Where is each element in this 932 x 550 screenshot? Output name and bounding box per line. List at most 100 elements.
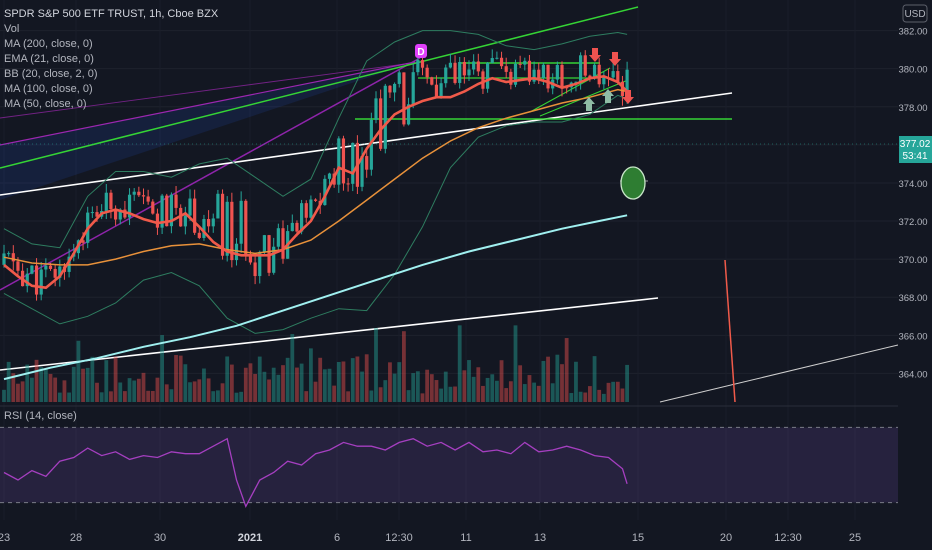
- candle-body[interactable]: [365, 156, 369, 170]
- candle-body[interactable]: [262, 235, 266, 252]
- candle-body[interactable]: [476, 61, 480, 72]
- candle-body[interactable]: [211, 218, 215, 227]
- candle-body[interactable]: [313, 199, 318, 201]
- candle-body[interactable]: [597, 64, 601, 85]
- candle-body[interactable]: [541, 64, 545, 79]
- candle-body[interactable]: [430, 77, 434, 85]
- candle-body[interactable]: [174, 194, 178, 208]
- candle-body[interactable]: [39, 269, 43, 295]
- indicator-ma200[interactable]: MA (200, close, 0): [4, 38, 93, 50]
- candle-body[interactable]: [248, 254, 253, 263]
- candle-body[interactable]: [244, 200, 248, 255]
- price-axis[interactable]: 382.00380.00378.00376.00374.00372.00370.…: [898, 0, 932, 520]
- candle-body[interactable]: [137, 191, 141, 196]
- candle-body[interactable]: [127, 194, 132, 218]
- target-ellipse[interactable]: [620, 166, 646, 200]
- indicator-rsi[interactable]: RSI (14, close): [4, 410, 77, 422]
- candle-body[interactable]: [504, 66, 508, 72]
- ema21-line[interactable]: [3, 74, 629, 290]
- rsi-pane[interactable]: 60.0040.00: [0, 426, 925, 509]
- candle-body[interactable]: [393, 83, 397, 93]
- candle-body[interactable]: [207, 219, 211, 227]
- candle-body[interactable]: [2, 253, 6, 265]
- candle-body[interactable]: [48, 265, 53, 269]
- candle-body[interactable]: [444, 67, 448, 84]
- indicator-ma50[interactable]: MA (50, close, 0): [4, 98, 87, 110]
- candle-body[interactable]: [499, 57, 504, 67]
- candle-body[interactable]: [295, 222, 299, 232]
- candle-body[interactable]: [123, 209, 127, 218]
- candle-body[interactable]: [81, 240, 85, 243]
- candle-body[interactable]: [574, 81, 578, 83]
- candle-body[interactable]: [53, 268, 57, 278]
- candle-body[interactable]: [141, 195, 146, 197]
- price-pane[interactable]: D: [0, 6, 899, 403]
- candle-body[interactable]: [509, 71, 513, 85]
- candle-body[interactable]: [453, 62, 457, 83]
- bb-lower-band[interactable]: [3, 94, 628, 334]
- indicator-ma100[interactable]: MA (100, close, 0): [4, 83, 93, 95]
- green-trend-line[interactable]: [0, 6, 639, 169]
- rsi-line[interactable]: [3, 437, 628, 509]
- candle-body[interactable]: [272, 246, 276, 273]
- candle-body[interactable]: [565, 87, 569, 89]
- candle-body[interactable]: [448, 62, 452, 68]
- candle-body[interactable]: [234, 243, 239, 261]
- purple-trend-line[interactable]: [0, 57, 421, 291]
- candle-body[interactable]: [346, 183, 350, 185]
- purple-trend-line[interactable]: [0, 61, 416, 146]
- ma50-line[interactable]: [3, 88, 628, 266]
- candle-body[interactable]: [323, 178, 327, 206]
- candle-body[interactable]: [337, 138, 341, 185]
- candle-body[interactable]: [518, 63, 522, 65]
- candle-body[interactable]: [425, 67, 429, 78]
- candle-body[interactable]: [406, 104, 411, 125]
- white-projection-line[interactable]: [659, 344, 899, 403]
- candle-body[interactable]: [513, 63, 518, 85]
- white-channel-lower[interactable]: [0, 297, 659, 371]
- candle-body[interactable]: [374, 98, 378, 120]
- candle-body[interactable]: [151, 201, 155, 214]
- ma100-line[interactable]: [3, 214, 628, 381]
- candle-body[interactable]: [481, 71, 485, 89]
- candle-body[interactable]: [369, 119, 373, 170]
- candle-body[interactable]: [420, 60, 425, 68]
- candle-body[interactable]: [197, 232, 201, 238]
- candle-body[interactable]: [155, 213, 160, 228]
- candle-body[interactable]: [160, 195, 164, 228]
- candle-body[interactable]: [58, 266, 62, 278]
- candle-body[interactable]: [327, 173, 332, 179]
- candle-body[interactable]: [104, 192, 108, 212]
- candle-body[interactable]: [379, 98, 383, 149]
- red-vertical-line[interactable]: [724, 259, 736, 403]
- indicator-bb[interactable]: BB (20, close, 2, 0): [4, 68, 98, 80]
- candle-body[interactable]: [16, 261, 20, 271]
- indicator-vol[interactable]: Vol: [4, 23, 19, 35]
- candle-body[interactable]: [462, 61, 466, 76]
- candle-body[interactable]: [239, 200, 243, 244]
- candle-body[interactable]: [95, 212, 99, 217]
- candle-body[interactable]: [169, 194, 173, 227]
- candle-body[interactable]: [309, 199, 313, 218]
- candle-body[interactable]: [527, 60, 532, 82]
- candle-body[interactable]: [25, 273, 29, 287]
- candle-body[interactable]: [146, 196, 150, 202]
- candle-body[interactable]: [216, 193, 220, 219]
- candle-body[interactable]: [458, 61, 462, 83]
- candle-body[interactable]: [165, 195, 169, 227]
- sell-arrow-marker[interactable]: [589, 48, 601, 62]
- candle-body[interactable]: [439, 83, 443, 97]
- candle-body[interactable]: [341, 138, 346, 184]
- candle-body[interactable]: [383, 85, 387, 149]
- candle-body[interactable]: [532, 69, 536, 82]
- candle-body[interactable]: [555, 64, 559, 80]
- candle-body[interactable]: [560, 64, 564, 88]
- candle-body[interactable]: [537, 69, 541, 79]
- candle-body[interactable]: [495, 57, 499, 59]
- candle-body[interactable]: [118, 209, 122, 220]
- candle-body[interactable]: [434, 84, 439, 97]
- candle-body[interactable]: [625, 69, 629, 97]
- green-wedge-line[interactable]: [529, 67, 611, 113]
- purple-trend-line[interactable]: [0, 61, 421, 119]
- candle-body[interactable]: [402, 72, 406, 125]
